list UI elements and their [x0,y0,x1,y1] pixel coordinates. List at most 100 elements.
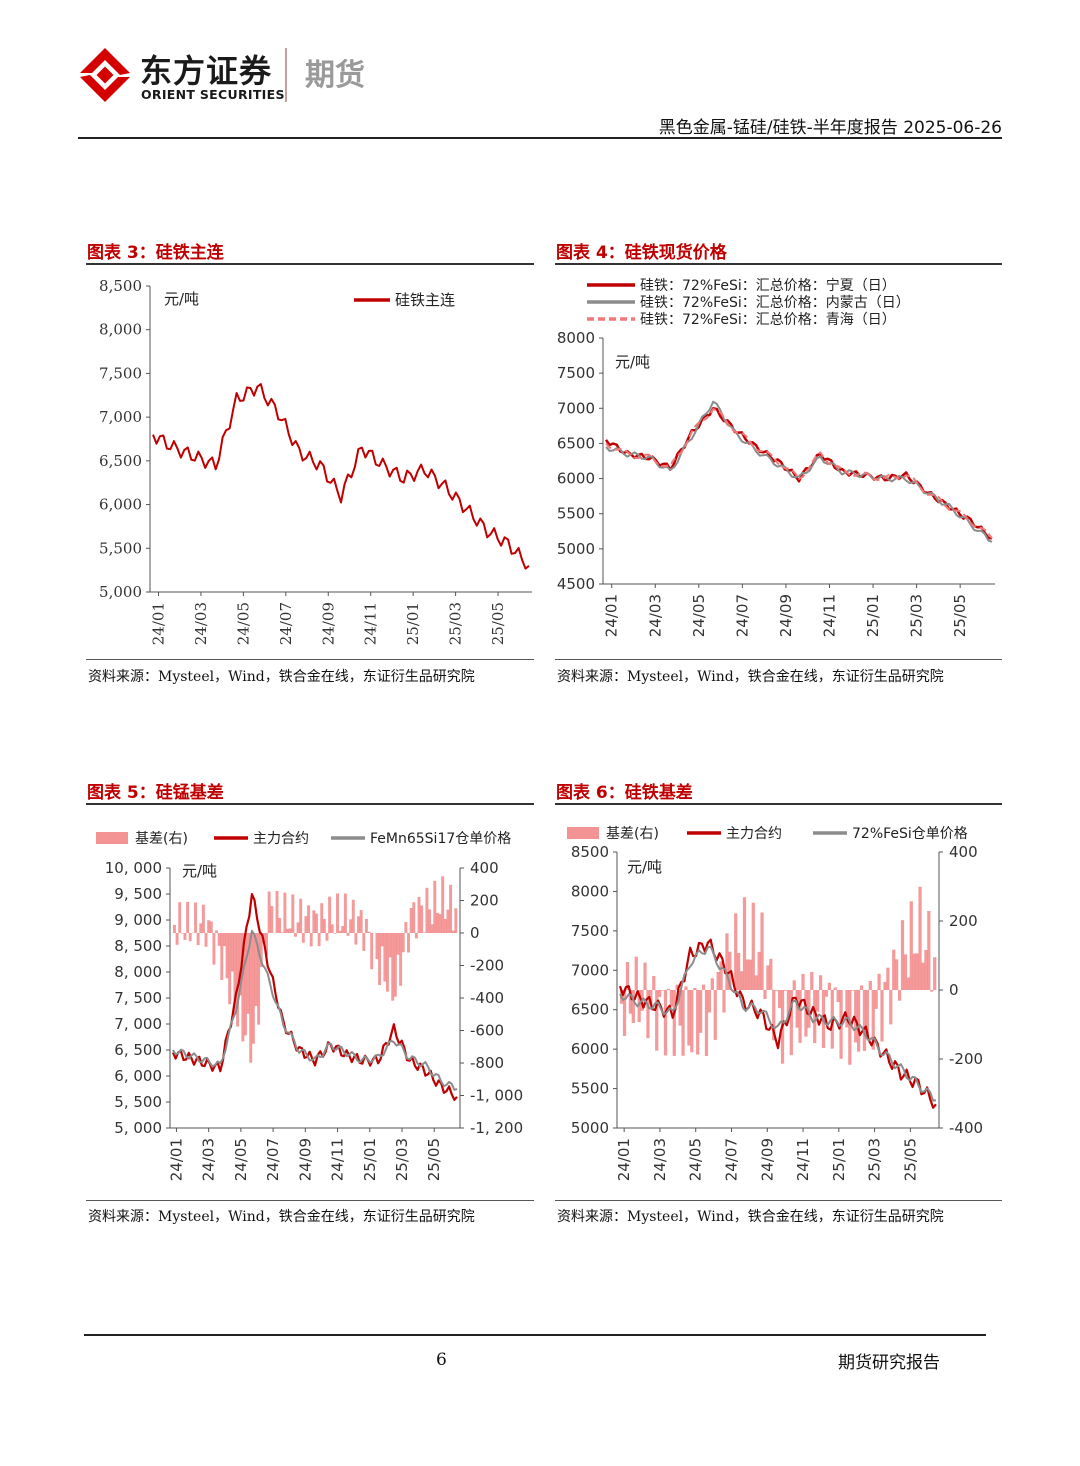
basis-bar [246,933,250,1014]
chart-6-source: 资料来源：Mysteel，Wind，铁合金在线，东证衍生品研究院 [557,1209,944,1225]
x-tick-label: 25/03 [908,594,926,637]
basis-bar [430,924,434,933]
basis-bar [233,933,237,1015]
basis-bar [862,990,867,1051]
basis-bar [441,876,445,933]
basis-bar [367,931,371,933]
y-tick-label: 5,500 [99,539,142,557]
basis-bar [754,975,758,990]
basis-bar [824,990,829,997]
basis-bar [380,933,384,947]
basis-bar [865,990,870,1037]
basis-bar [393,933,397,997]
basis-bar [795,990,799,1028]
basis-bar [186,901,190,933]
basis-bar [299,898,303,933]
x-tick-label: 24/03 [651,1138,669,1181]
x-tick-label: 24/11 [794,1138,812,1181]
x-tick-label: 24/05 [232,1138,250,1181]
legend-swatch [567,827,599,839]
x-tick-label: 25/03 [866,1138,884,1181]
company-name-en: ORIENT SECURITIES [141,87,285,102]
basis-bar [351,899,355,933]
basis-bar [425,887,429,933]
basis-bar [933,957,937,990]
basis-bar [201,904,205,933]
basis-bar [789,990,793,1056]
chart-3-source: 资料来源：Mysteel，Wind，铁合金在线，东证衍生品研究院 [88,669,475,685]
y2-tick-label: -400 [949,1119,983,1137]
chart-5-title: 图表 5：硅锰基差 [87,783,224,803]
x-tick-label: 24/09 [296,1138,314,1181]
x-tick-label: 24/07 [722,1138,740,1181]
x-tick-label: 25/03 [447,602,465,645]
basis-bar [188,933,192,942]
basis-bar [874,990,878,1009]
x-tick-label: 24/11 [362,602,380,645]
basis-bar [396,933,400,955]
chart-5-title-rule [86,803,534,805]
basis-bar [404,922,408,933]
basis-bar [760,912,764,990]
series-line-2 [605,408,993,539]
basis-bar [207,920,211,933]
y-tick-label: 5000 [571,1119,609,1137]
y-tick-label: 6000 [571,1040,609,1058]
basis-bar [816,990,820,1012]
y-tick-label: 7000 [557,399,595,417]
basis-bar [270,906,274,933]
y2-tick-label: -600 [470,1022,504,1040]
basis-bar [378,933,382,986]
basis-bar [804,990,808,1037]
basis-bar [836,990,840,1003]
basis-bar [417,897,421,933]
basis-bar [401,933,405,953]
basis-bar [833,987,837,990]
unit-label: 元/吨 [182,862,217,880]
basis-bar [634,956,638,990]
basis-bar [291,894,295,933]
basis-bar [851,990,855,991]
basis-bar [895,959,899,990]
basis-bar [868,980,872,990]
x-tick-label: 25/03 [393,1138,411,1181]
basis-bar [845,990,849,1028]
x-tick-label: 24/05 [690,594,708,637]
chart-4-title: 图表 4：硅铁现货价格 [556,243,727,263]
series-line-1 [619,945,937,1102]
basis-bar [622,990,627,1037]
basis-bar [364,918,368,933]
basis-bar [672,990,676,1056]
basis-bar [288,928,292,933]
basis-bar [301,933,305,943]
y-tick-label: 7000 [571,961,609,979]
basis-bar [217,933,221,946]
basis-bar [322,918,326,933]
basis-bar [877,973,881,990]
basis-bar [451,930,455,933]
legend-label: 硅铁：72%FeSi：汇总价格：宁夏（日） [640,277,896,294]
basis-bar [775,990,779,991]
chart-6: 8500 8000 7500 7000 6500 6000 5500 5000 400 200 0 -… [567,825,983,1181]
basis-bar [359,910,363,933]
y2-tick-label: -800 [470,1054,504,1072]
basis-bar [778,990,782,1009]
basis-bar [230,933,234,972]
basis-bar [897,990,902,1001]
basis-bar [792,980,796,990]
basis-bar [338,930,342,933]
chart-3-source-rule [86,659,534,660]
report-title: 黑色金属-锰硅/硅铁-半年度报告 2025-06-26 [658,118,1002,138]
basis-bar [267,891,271,933]
basis-bar [409,907,413,933]
y-tick-label: 8500 [571,843,609,861]
basis-bar [763,990,767,999]
basis-bar [663,990,668,1056]
legend-label: 基差(右) [135,830,188,847]
basis-bar [349,919,353,933]
chart-3-title-rule [86,263,534,265]
x-tick-label: 25/05 [489,602,507,645]
x-tick-label: 24/09 [777,594,795,637]
legend-label: 基差(右) [606,825,659,842]
x-tick-label: 24/01 [603,594,621,637]
